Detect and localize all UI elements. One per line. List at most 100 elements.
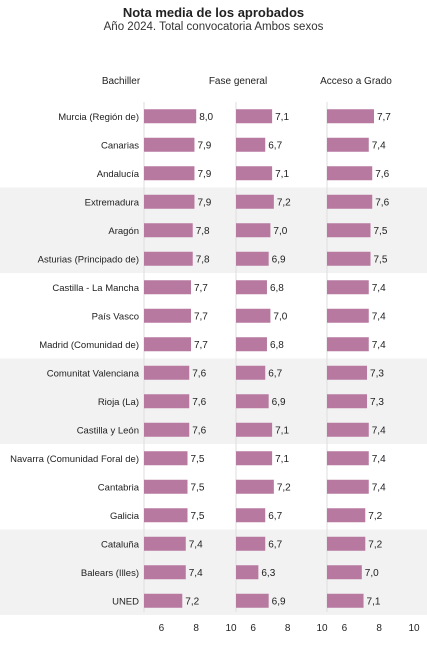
bar [144,194,195,209]
value-label: 7,2 [368,511,382,522]
value-label: 7,5 [191,454,205,465]
category-label: Comunitat Valenciana [47,368,140,379]
value-label: 7,9 [197,169,211,180]
x-tick-label: 10 [408,623,420,634]
value-label: 7,8 [196,254,210,265]
value-label: 6,7 [268,511,282,522]
bar [327,536,366,551]
value-label: 7,1 [367,596,381,607]
value-label: 7,5 [374,226,388,237]
value-label: 7,6 [375,169,389,180]
bar [236,337,267,352]
value-label: 7,2 [185,596,199,607]
bar [327,109,374,124]
bar [327,280,369,295]
value-label: 6,8 [270,340,284,351]
value-label: 7,5 [191,482,205,493]
bar [236,223,271,238]
row-bands [0,187,427,615]
labels-layer: 8,0 7,9 7,9 7,9 7,8 7,8 7,7 7,7 7,7 7,6 7,6 7,6 7,5 7… [10,112,391,608]
value-label: 7,7 [194,283,208,294]
bar [236,565,259,580]
bar [327,593,364,608]
category-label: Cantabria [98,482,140,493]
bar [327,166,373,181]
value-label: 6,3 [261,568,275,579]
value-label: 7,4 [372,482,386,493]
bar [236,109,273,124]
bar [144,109,197,124]
value-label: 7,4 [372,340,386,351]
value-label: 6,9 [272,596,286,607]
row-band [0,558,427,587]
x-tick-label: 6 [250,623,256,634]
panel-axes: Bachiller 6 8 10 Fase general 6 8 10 Acceso a Gr… [102,76,420,634]
category-label: Castilla - La Mancha [52,283,139,294]
x-tick-label: 6 [342,623,348,634]
value-label: 7,9 [197,140,211,151]
category-label: Canarias [101,140,139,151]
category-label: UNED [112,596,139,607]
value-label: 7,3 [370,368,384,379]
x-tick-label: 6 [159,623,165,634]
category-label: Rioja (La) [98,397,139,408]
bar [327,223,371,238]
value-label: 7,7 [377,112,391,123]
value-label: 7,8 [196,226,210,237]
value-label: 7,7 [194,311,208,322]
bar [236,508,266,523]
bar [144,536,186,551]
bar [236,194,274,209]
value-label: 7,2 [277,197,291,208]
bar [144,137,195,152]
x-tick-label: 8 [193,623,199,634]
bar [144,479,188,494]
value-label: 7,3 [370,397,384,408]
chart-subtitle: Año 2024. Total convocatoria Ambos sexos [103,21,324,33]
category-label: Balears (Illes) [81,568,139,579]
bar [236,308,271,323]
category-label: Aragón [108,226,139,237]
bar [327,508,366,523]
value-label: 6,8 [270,283,284,294]
value-label: 7,1 [275,454,289,465]
value-label: 7,4 [189,539,203,550]
category-label: País Vasco [92,311,139,322]
bar [144,308,191,323]
value-label: 7,9 [197,197,211,208]
bar [236,280,267,295]
value-label: 7,6 [192,397,206,408]
bar [144,394,190,409]
value-label: 7,5 [374,254,388,265]
bar [144,565,186,580]
chart-title: Nota media de los aprobados [122,5,305,20]
bar [236,593,269,608]
bar [327,337,369,352]
value-label: 7,4 [372,140,386,151]
bar [327,479,369,494]
value-label: 7,4 [189,568,203,579]
value-label: 6,7 [268,140,282,151]
category-label: Galicia [110,511,140,522]
bar [327,194,373,209]
x-tick-label: 10 [316,623,328,634]
value-label: 7,0 [365,568,379,579]
value-label: 7,2 [277,482,291,493]
bar [236,365,266,380]
value-label: 7,4 [372,425,386,436]
bar [236,451,273,466]
category-label: Asturias (Principado de) [38,254,139,265]
value-label: 7,1 [275,169,289,180]
value-label: 7,6 [192,425,206,436]
series-header: Fase general [209,76,267,87]
category-label: Cataluña [101,539,140,550]
value-label: 6,9 [272,397,286,408]
series-header: Acceso a Grado [320,76,392,87]
bar [144,251,193,266]
bar [236,479,274,494]
bar [144,337,191,352]
value-label: 7,7 [194,340,208,351]
series-header: Bachiller [102,76,141,87]
category-label: Andalucía [97,169,140,180]
